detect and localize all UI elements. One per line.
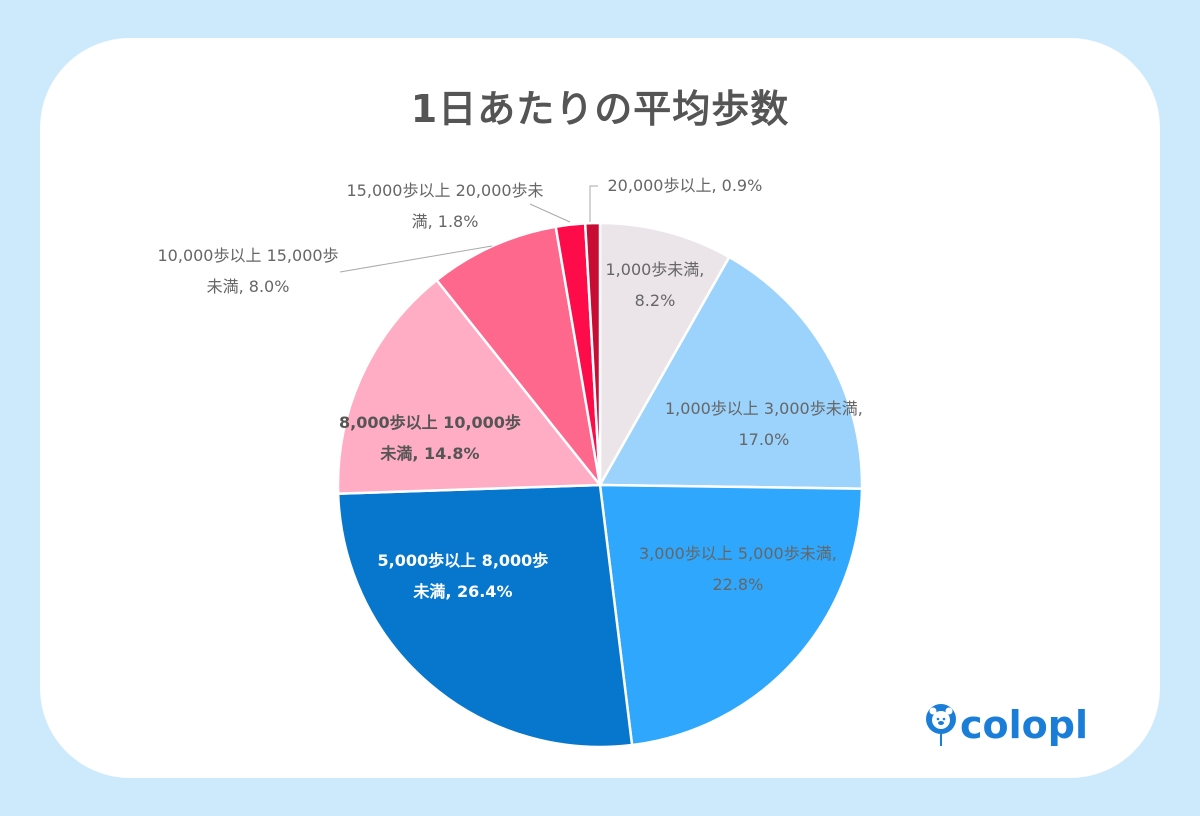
pie-slice <box>336 278 603 495</box>
data-label: 10,000歩以上 15,000歩 未満, 8.0% <box>157 246 339 296</box>
data-label: 8,000歩以上 10,000歩 未満, 14.8% <box>339 413 521 463</box>
pie-slice <box>583 221 602 486</box>
leader-line <box>589 185 598 222</box>
bear-balloon-icon <box>926 704 956 746</box>
leader-line <box>339 245 493 273</box>
logo-text: colopl <box>960 703 1088 747</box>
colopl-logo: colopl <box>924 702 1088 748</box>
pie-slice <box>598 483 864 747</box>
data-label: 15,000歩以上 20,000歩未 満, 1.8% <box>346 181 544 231</box>
data-label: 20,000歩以上, 0.9% <box>607 176 763 195</box>
chart-title: 1日あたりの平均歩数 <box>410 87 790 131</box>
pie-slice <box>598 221 731 490</box>
pie-slice <box>434 225 602 486</box>
pie-slice <box>597 255 864 490</box>
leader-line <box>529 203 571 223</box>
data-label: 5,000歩以上 8,000歩 未満, 26.4% <box>377 551 549 601</box>
data-label: 3,000歩以上 5,000歩未満, 22.8% <box>639 544 837 594</box>
data-label: 1,000歩以上 3,000歩未満, 17.0% <box>665 399 863 449</box>
pie-slice <box>336 483 634 749</box>
data-label: 1,000歩未満, 8.2% <box>605 260 705 310</box>
